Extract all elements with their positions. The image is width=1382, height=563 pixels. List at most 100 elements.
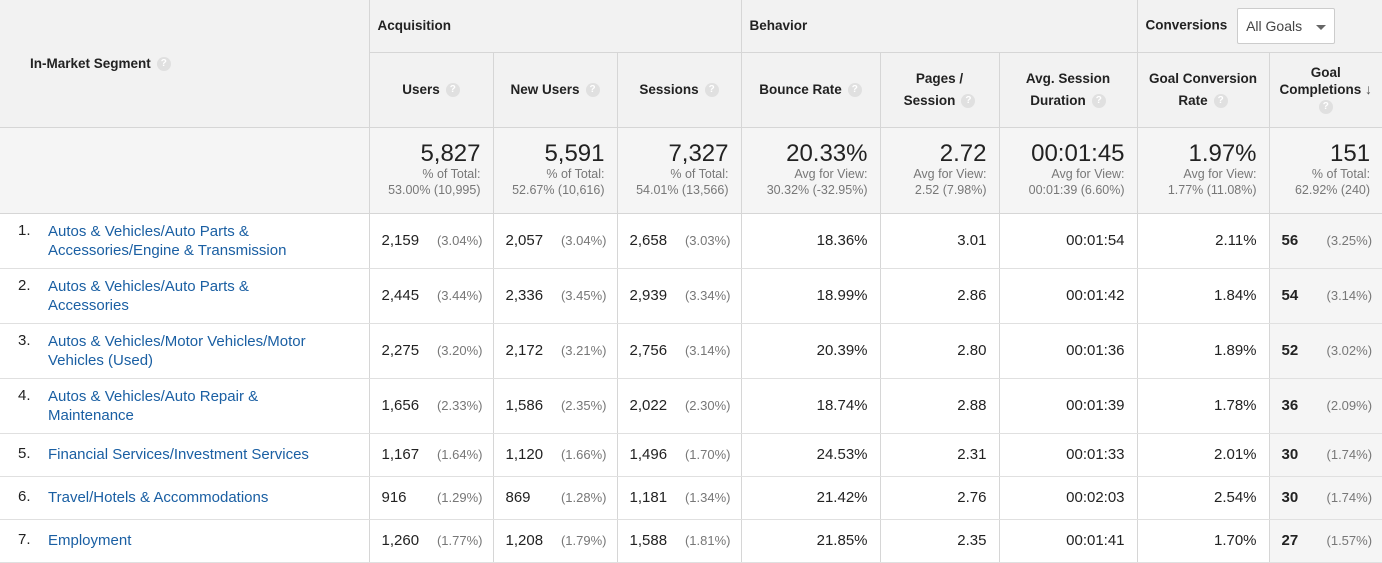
goal-rate-total: 1.97% Avg for View: 1.77% (11.08%) [1136,127,1270,214]
users-column-header[interactable]: Users? [368,52,493,127]
goal-rate-cell: 1.89% [1136,323,1270,379]
sessions-total: 7,327% of Total: 54.01% (13,566) [616,127,741,214]
segment-link[interactable]: Autos & Vehicles/Auto Repair & Maintenanc… [48,387,259,424]
goal-rate-cell: 2.54% [1136,476,1270,520]
goal-completions-cell: 54 (3.14%) [1268,268,1382,324]
table-row: 5. Financial Services/Investment Services… [0,433,1382,477]
sessions-cell: 1,181 (1.34%) [616,476,741,520]
users-cell: 1,260 (1.77%) [368,519,493,563]
goal-rate-cell: 1.78% [1136,378,1270,434]
goal-completions-cell: 30 (1.74%) [1268,433,1382,477]
pages-session-column-header[interactable]: Pages / Session? [879,52,999,127]
goal-rate-cell: 1.70% [1136,519,1270,563]
users-cell: 1,167 (1.64%) [368,433,493,477]
new-users-cell: 1,586 (2.35%) [492,378,617,434]
segment-cell: 6. Travel/Hotels & Accommodations [0,476,369,520]
segment-link[interactable]: Employment [48,532,132,549]
new-users-cell: 2,172 (3.21%) [492,323,617,379]
segment-link[interactable]: Autos & Vehicles/Auto Parts & Accessories… [48,222,287,259]
table-row: 3. Autos & Vehicles/Motor Vehicles/Motor V… [0,323,1382,379]
bounce-rate-cell: 24.53% [740,433,880,477]
avg-duration-cell: 00:01:54 [998,213,1138,269]
goal-completions-cell: 36 (2.09%) [1268,378,1382,434]
table-row: 7. Employment 1,260 (1.77%) 1,208 (1.79%) 1… [0,519,1382,563]
segment-column-header[interactable]: In-Market Segment? [0,0,369,127]
segment-cell: 2. Autos & Vehicles/Auto Parts & Accessori… [0,268,369,324]
new-users-total: 5,591% of Total: 52.67% (10,616) [492,127,617,214]
help-icon[interactable]: ? [156,56,171,71]
pages-session-cell: 2.86 [879,268,999,324]
sort-descending-icon[interactable]: ↓ [1365,81,1373,97]
help-icon[interactable]: ? [1091,93,1106,108]
pages-session-total: 2.72 Avg for View: 2.52 (7.98%) [879,127,999,214]
goal-completions-cell: 30 (1.74%) [1268,476,1382,520]
avg-duration-cell: 00:01:33 [998,433,1138,477]
pages-session-cell: 2.76 [879,476,999,520]
sessions-column-header[interactable]: Sessions? [616,52,741,127]
avg-duration-cell: 00:01:39 [998,378,1138,434]
table-row: 1. Autos & Vehicles/Auto Parts & Accessori… [0,213,1382,269]
table-row: 4. Autos & Vehicles/Auto Repair & Maintena… [0,378,1382,434]
users-cell: 2,275 (3.20%) [368,323,493,379]
avg-duration-cell: 00:01:36 [998,323,1138,379]
goal-completions-cell: 56 (3.25%) [1268,213,1382,269]
goal-rate-cell: 2.01% [1136,433,1270,477]
help-icon[interactable]: ? [585,82,600,97]
segment-cell: 3. Autos & Vehicles/Motor Vehicles/Motor V… [0,323,369,379]
goal-select-dropdown[interactable]: All Goals [1237,7,1336,44]
segment-cell: 5. Financial Services/Investment Services [0,433,369,477]
help-icon[interactable]: ? [961,93,976,108]
segment-link[interactable]: Autos & Vehicles/Motor Vehicles/Motor Veh… [48,332,306,369]
sessions-cell: 2,756 (3.14%) [616,323,741,379]
help-icon[interactable]: ? [1213,93,1228,108]
totals-row: 5,827% of Total: 53.00% (10,995) 5,591% o… [0,127,1382,214]
goal-completions-cell: 52 (3.02%) [1268,323,1382,379]
new-users-cell: 1,120 (1.66%) [492,433,617,477]
new-users-cell: 869 (1.28%) [492,476,617,520]
table-row: 2. Autos & Vehicles/Auto Parts & Accessori… [0,268,1382,324]
sessions-cell: 1,588 (1.81%) [616,519,741,563]
bounce-rate-column-header[interactable]: Bounce Rate? [740,52,880,127]
pages-session-cell: 2.88 [879,378,999,434]
goal-completions-column-header[interactable]: Goal Completions ↓? [1268,52,1382,127]
avg-session-duration-column-header[interactable]: Avg. Session Duration? [998,52,1138,127]
segment-link[interactable]: Travel/Hotels & Accommodations [48,489,269,506]
new-users-column-header[interactable]: New Users? [492,52,617,127]
users-cell: 2,159 (3.04%) [368,213,493,269]
pages-session-cell: 2.31 [879,433,999,477]
segment-cell: 4. Autos & Vehicles/Auto Repair & Maintena… [0,378,369,434]
avg-duration-cell: 00:02:03 [998,476,1138,520]
new-users-cell: 2,057 (3.04%) [492,213,617,269]
segment-link[interactable]: Financial Services/Investment Services [48,446,309,463]
goal-completions-cell: 27 (1.57%) [1268,519,1382,563]
avg-duration-total: 00:01:45 Avg for View: 00:01:39 (6.60%) [998,127,1138,214]
goal-rate-cell: 1.84% [1136,268,1270,324]
sessions-cell: 1,496 (1.70%) [616,433,741,477]
avg-duration-cell: 00:01:42 [998,268,1138,324]
users-cell: 2,445 (3.44%) [368,268,493,324]
help-icon[interactable]: ? [704,82,719,97]
bounce-rate-cell: 18.99% [740,268,880,324]
help-icon[interactable]: ? [1318,100,1333,115]
goal-rate-cell: 2.11% [1136,213,1270,269]
table-row: 6. Travel/Hotels & Accommodations 916 (1.2… [0,476,1382,520]
new-users-cell: 2,336 (3.45%) [492,268,617,324]
sessions-cell: 2,022 (2.30%) [616,378,741,434]
segment-cell: 1. Autos & Vehicles/Auto Parts & Accessori… [0,213,369,269]
users-cell: 1,656 (2.33%) [368,378,493,434]
segment-link[interactable]: Autos & Vehicles/Auto Parts & Accessories [48,277,249,314]
avg-duration-cell: 00:01:41 [998,519,1138,563]
bounce-rate-cell: 21.85% [740,519,880,563]
sessions-cell: 2,658 (3.03%) [616,213,741,269]
users-cell: 916 (1.29%) [368,476,493,520]
pages-session-cell: 3.01 [879,213,999,269]
bounce-rate-cell: 18.74% [740,378,880,434]
bounce-rate-total: 20.33% Avg for View: 30.32% (-32.95%) [740,127,880,214]
caret-down-icon [1316,24,1327,30]
bounce-rate-cell: 18.36% [740,213,880,269]
acquisition-group-header: Acquisition [368,0,741,52]
goal-conversion-rate-column-header[interactable]: Goal Conversion Rate? [1136,52,1270,127]
help-icon[interactable]: ? [445,82,460,97]
help-icon[interactable]: ? [847,82,862,97]
